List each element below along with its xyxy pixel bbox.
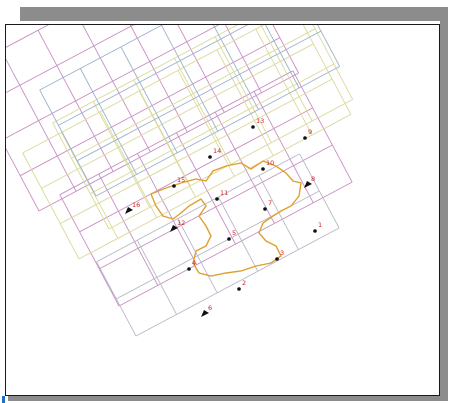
station-label-4: 4 xyxy=(192,259,196,267)
station-label-12: 12 xyxy=(177,219,185,227)
station-label-5: 5 xyxy=(232,229,236,237)
station-label-13: 13 xyxy=(256,117,264,125)
station-marker-6 xyxy=(201,310,209,317)
station-point-10 xyxy=(261,167,265,171)
station-label-9: 9 xyxy=(308,128,312,136)
frame-shadow-right xyxy=(440,21,448,396)
grid-blue xyxy=(39,25,341,197)
station-point-14 xyxy=(208,155,212,159)
grid-yellow-upper xyxy=(52,25,354,230)
station-point-3 xyxy=(275,257,279,261)
station-label-8: 8 xyxy=(311,175,315,183)
station-point-11 xyxy=(215,197,219,201)
station-label-1: 1 xyxy=(318,221,322,229)
station-marker-16 xyxy=(125,207,133,214)
station-label-6: 6 xyxy=(208,304,212,312)
corner-accent xyxy=(2,396,5,403)
station-label-15: 15 xyxy=(177,176,185,184)
grid-magenta-lower xyxy=(59,70,353,307)
grid-magenta xyxy=(6,25,299,212)
station-label-7: 7 xyxy=(268,199,272,207)
grid-yellow xyxy=(22,25,352,260)
station-label-3: 3 xyxy=(280,249,284,257)
station-point-13 xyxy=(251,125,255,129)
station-point-5 xyxy=(227,237,231,241)
station-label-14: 14 xyxy=(213,147,221,155)
station-marker-12 xyxy=(170,225,178,232)
station-point-9 xyxy=(303,136,307,140)
station-label-16: 16 xyxy=(132,201,140,209)
survey-boundary xyxy=(150,160,302,277)
station-point-2 xyxy=(237,287,241,291)
station-point-15 xyxy=(172,184,176,188)
station-label-2: 2 xyxy=(242,279,246,287)
station-point-4 xyxy=(187,267,191,271)
station-point-7 xyxy=(263,207,267,211)
station-label-10: 10 xyxy=(266,159,274,167)
station-marker-8 xyxy=(304,181,312,188)
frame-shadow-bottom xyxy=(8,396,448,401)
station-point-1 xyxy=(313,229,317,233)
title-bar xyxy=(20,7,448,21)
station-label-11: 11 xyxy=(220,189,228,197)
grid-gray xyxy=(96,153,340,337)
map-frame: 1 2 3 4 5 6 7 8 9 10 11 12 13 14 15 16 xyxy=(5,24,440,396)
